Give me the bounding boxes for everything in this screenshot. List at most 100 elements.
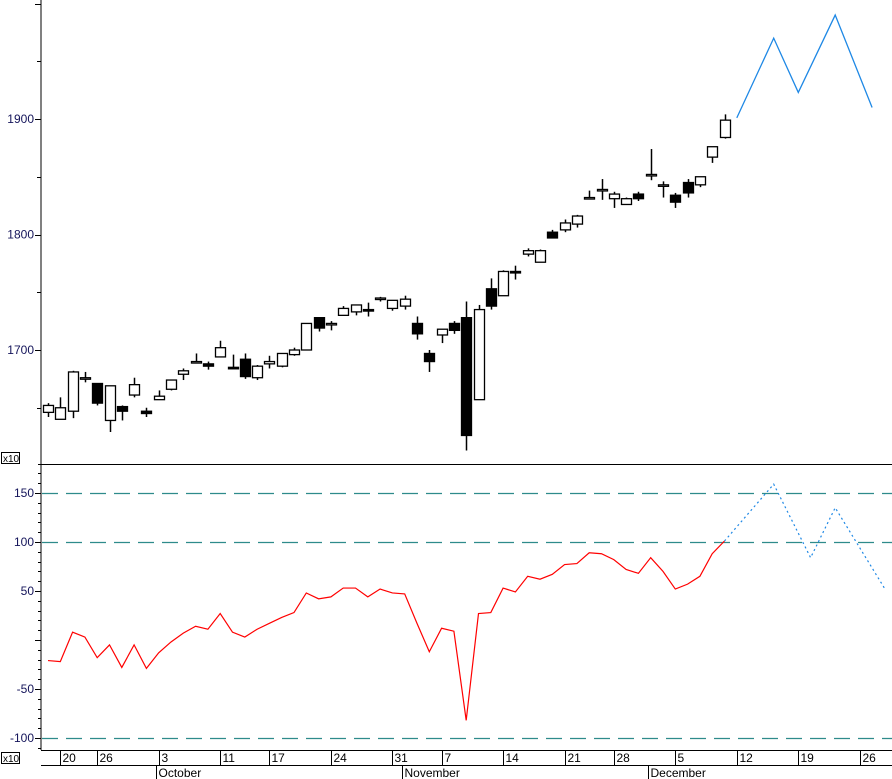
candles bbox=[42, 114, 732, 451]
candle-body bbox=[91, 382, 104, 404]
candle bbox=[104, 385, 117, 433]
day-tick-label: 31 bbox=[395, 751, 409, 765]
candle-body bbox=[165, 379, 178, 390]
candle-body bbox=[509, 270, 522, 274]
candle bbox=[153, 390, 166, 401]
candle-body bbox=[251, 365, 264, 379]
candle-body bbox=[313, 317, 326, 329]
candle bbox=[239, 353, 252, 379]
day-tick-label: 20 bbox=[63, 751, 77, 765]
candle-body bbox=[128, 383, 141, 396]
candle-body bbox=[374, 297, 387, 301]
candle bbox=[79, 371, 92, 383]
candle-body bbox=[485, 288, 498, 307]
candle bbox=[596, 179, 609, 200]
candle-body bbox=[596, 188, 609, 192]
candle bbox=[116, 405, 129, 421]
month-tick-label: December bbox=[651, 766, 706, 779]
candle-body bbox=[546, 231, 559, 239]
scale-badge-box bbox=[1, 452, 20, 464]
candle bbox=[288, 347, 301, 356]
candle bbox=[485, 278, 498, 310]
day-tick-label: 3 bbox=[162, 751, 169, 765]
day-tick-label: 19 bbox=[801, 751, 815, 765]
candle bbox=[706, 146, 719, 163]
candle bbox=[620, 197, 633, 206]
candle-body bbox=[411, 322, 424, 335]
candle bbox=[534, 249, 547, 263]
month-tick-label: November bbox=[405, 766, 460, 779]
candle-body bbox=[460, 317, 473, 437]
candle-body bbox=[153, 395, 166, 401]
candle-body bbox=[386, 299, 399, 310]
candle-body bbox=[337, 307, 350, 317]
candle bbox=[325, 321, 338, 331]
candle bbox=[423, 350, 436, 372]
candle bbox=[165, 379, 178, 391]
candle-body bbox=[473, 308, 486, 401]
candle bbox=[177, 368, 190, 381]
candle bbox=[669, 192, 682, 208]
candle-body bbox=[682, 181, 695, 194]
candle-body bbox=[657, 184, 670, 187]
indicator-tick-label: 150 bbox=[14, 486, 34, 500]
candle-body bbox=[436, 328, 449, 336]
candle bbox=[719, 114, 732, 139]
candle bbox=[473, 304, 486, 401]
day-tick-label: 7 bbox=[445, 751, 452, 765]
candle-body bbox=[214, 347, 227, 358]
scale-badge-price: x10 bbox=[1, 452, 20, 465]
candle bbox=[362, 302, 375, 317]
indicator-tick-label: 100 bbox=[14, 535, 34, 549]
scale-badge-box bbox=[1, 752, 20, 764]
candle-body bbox=[177, 370, 190, 375]
candle bbox=[276, 352, 289, 368]
candle-body bbox=[190, 360, 203, 364]
scale-badge-label: x10 bbox=[3, 454, 20, 465]
candle-body bbox=[263, 360, 276, 365]
candle bbox=[509, 265, 522, 280]
candle-body bbox=[706, 146, 719, 158]
candle-body bbox=[399, 298, 412, 307]
candle-body bbox=[276, 352, 289, 367]
candle-body bbox=[448, 322, 461, 332]
candle bbox=[190, 353, 203, 364]
candle bbox=[386, 299, 399, 311]
candle-body bbox=[719, 119, 732, 139]
candle bbox=[202, 361, 215, 370]
indicator-tick-label: -50 bbox=[17, 682, 35, 696]
candle-body bbox=[239, 358, 252, 378]
candle bbox=[42, 403, 55, 417]
candle bbox=[313, 317, 326, 332]
day-tick-label: 12 bbox=[740, 751, 754, 765]
candle bbox=[251, 365, 264, 381]
day-tick-label: 14 bbox=[506, 751, 520, 765]
candle-body bbox=[583, 196, 596, 200]
candle-body bbox=[632, 193, 645, 200]
day-tick-label: 28 bbox=[617, 751, 631, 765]
candle-body bbox=[67, 371, 80, 412]
candle-body bbox=[325, 322, 338, 326]
candle bbox=[497, 270, 510, 297]
scale-badge-label: x10 bbox=[3, 754, 20, 765]
day-tick-label: 24 bbox=[334, 751, 348, 765]
candle bbox=[448, 321, 461, 334]
price-tick-label: 1800 bbox=[7, 228, 34, 242]
indicator-tick-label: 50 bbox=[21, 584, 35, 598]
candle bbox=[214, 340, 227, 358]
month-tick-label: October bbox=[159, 766, 202, 779]
candle bbox=[350, 304, 363, 316]
candle-body bbox=[42, 404, 55, 414]
day-tick-label: 26 bbox=[863, 751, 877, 765]
day-tick-label: 26 bbox=[100, 751, 114, 765]
candle bbox=[411, 316, 424, 340]
candle-body bbox=[522, 250, 535, 255]
candle-body bbox=[54, 407, 67, 420]
candle-body bbox=[559, 222, 572, 231]
candle bbox=[559, 219, 572, 233]
candle bbox=[571, 214, 584, 228]
price-projection-line bbox=[736, 13, 873, 119]
candle bbox=[128, 377, 141, 398]
candle-body bbox=[116, 405, 129, 412]
